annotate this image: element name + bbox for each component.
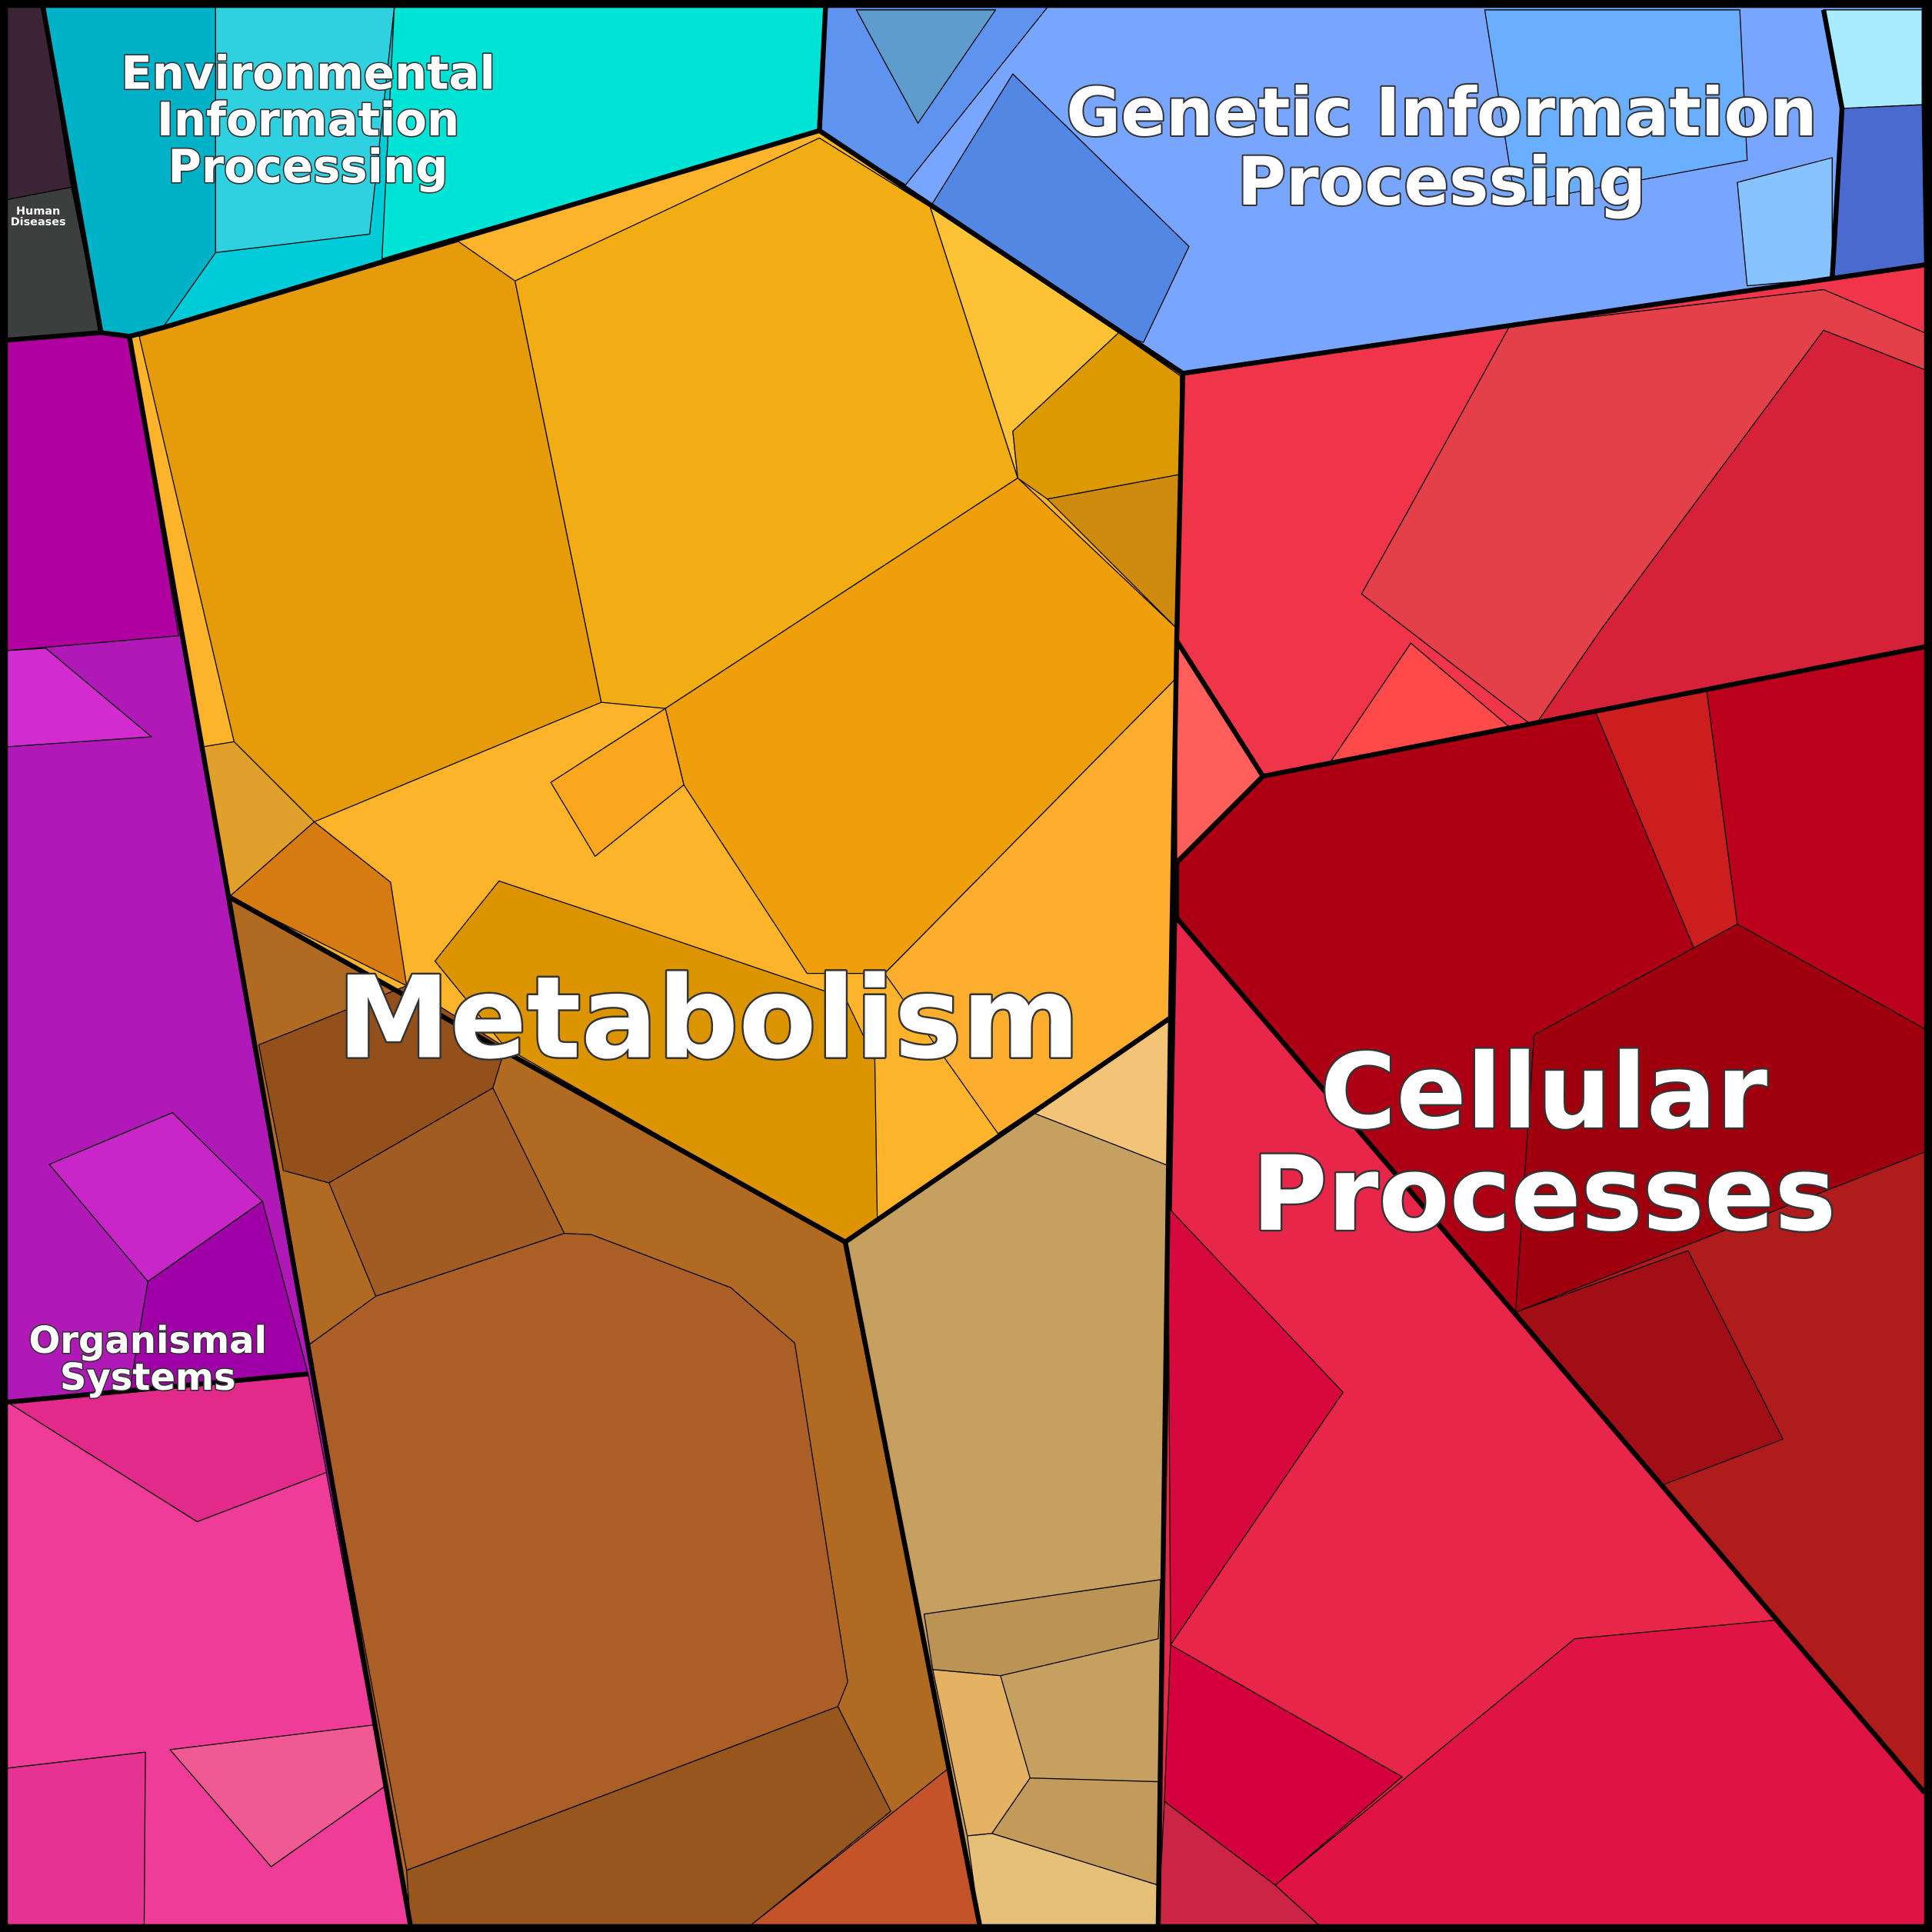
region-label: Human Diseases — [11, 205, 66, 228]
region-label: Metabolism — [337, 952, 1080, 1084]
cell — [434, 880, 878, 1243]
label-line: Human — [16, 205, 60, 218]
cell — [1533, 329, 1926, 728]
border — [1174, 774, 1927, 1795]
label-line: Processing — [1237, 144, 1647, 221]
label-line: Processing — [168, 140, 448, 193]
label-line: Metabolism — [337, 952, 1080, 1084]
label-line: Environmental — [121, 46, 495, 99]
label-line: Processes — [1251, 1134, 1836, 1254]
region-label: Environmental Information Processing — [121, 46, 495, 193]
cell — [1168, 1207, 1344, 1646]
label-line: Systems — [60, 1356, 236, 1399]
cell — [550, 708, 685, 858]
border — [1820, 9, 1845, 279]
border — [7, 7, 104, 343]
label-line: Cellular — [1321, 1031, 1767, 1152]
labels: Metabolism Cellular Processes Genetic Inf… — [10, 45, 1838, 1401]
border — [842, 1241, 982, 1926]
cell — [215, 6, 395, 254]
cell — [6, 648, 152, 748]
region-label: Cellular Processes — [1251, 1031, 1836, 1254]
border — [1155, 373, 1186, 1925]
cell — [1484, 9, 1748, 204]
region-label: Genetic Information Processing — [1066, 75, 1817, 221]
cell — [1831, 104, 1926, 279]
border — [127, 335, 413, 1925]
cells — [6, 6, 1926, 1926]
label-line: Information — [157, 93, 459, 146]
cell — [228, 821, 408, 987]
border — [100, 7, 828, 339]
border — [7, 1371, 308, 1405]
region-label: Organismal Systems — [28, 1319, 267, 1399]
label-line: Genetic Information — [1066, 75, 1817, 152]
cell — [6, 1751, 146, 1926]
cell — [855, 9, 997, 124]
label-line: Diseases — [11, 216, 66, 228]
cell — [923, 1579, 1161, 1677]
label-line: Organismal — [28, 1319, 267, 1362]
